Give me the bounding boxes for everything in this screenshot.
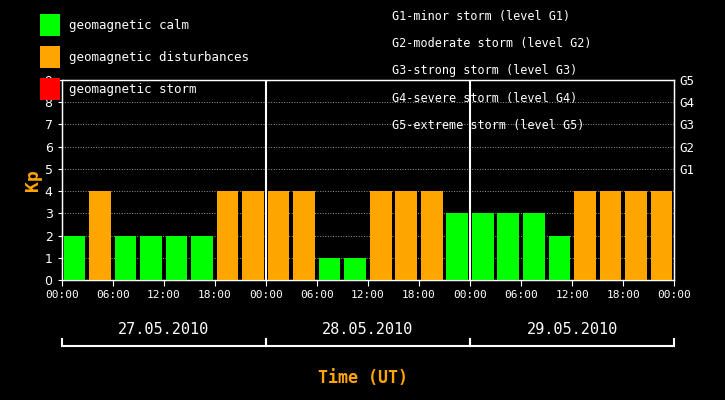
Bar [115,236,136,280]
Text: geomagnetic calm: geomagnetic calm [69,18,189,32]
Bar [64,236,86,280]
Text: 28.05.2010: 28.05.2010 [323,322,413,338]
Bar [191,236,213,280]
Y-axis label: Kp: Kp [24,169,42,191]
Bar [523,213,544,280]
Bar [625,191,647,280]
Bar [395,191,417,280]
Bar [319,258,341,280]
Text: G4-severe storm (level G4): G4-severe storm (level G4) [392,92,577,105]
Bar [574,191,596,280]
Bar [268,191,289,280]
Text: G5-extreme storm (level G5): G5-extreme storm (level G5) [392,119,584,132]
Bar [370,191,392,280]
Text: Time (UT): Time (UT) [318,369,407,387]
Bar [600,191,621,280]
Text: 27.05.2010: 27.05.2010 [118,322,210,338]
Bar [165,236,187,280]
Text: 29.05.2010: 29.05.2010 [526,322,618,338]
Text: geomagnetic disturbances: geomagnetic disturbances [69,50,249,64]
Bar [294,191,315,280]
Bar [650,191,672,280]
Bar [447,213,468,280]
Bar [344,258,366,280]
Text: G3-strong storm (level G3): G3-strong storm (level G3) [392,64,577,78]
Bar [140,236,162,280]
Bar [89,191,111,280]
Text: geomagnetic storm: geomagnetic storm [69,82,196,96]
Bar [421,191,442,280]
Text: G1-minor storm (level G1): G1-minor storm (level G1) [392,10,570,23]
Text: G2-moderate storm (level G2): G2-moderate storm (level G2) [392,37,591,50]
Bar [549,236,571,280]
Bar [472,213,494,280]
Bar [497,213,519,280]
Bar [242,191,264,280]
Bar [217,191,239,280]
